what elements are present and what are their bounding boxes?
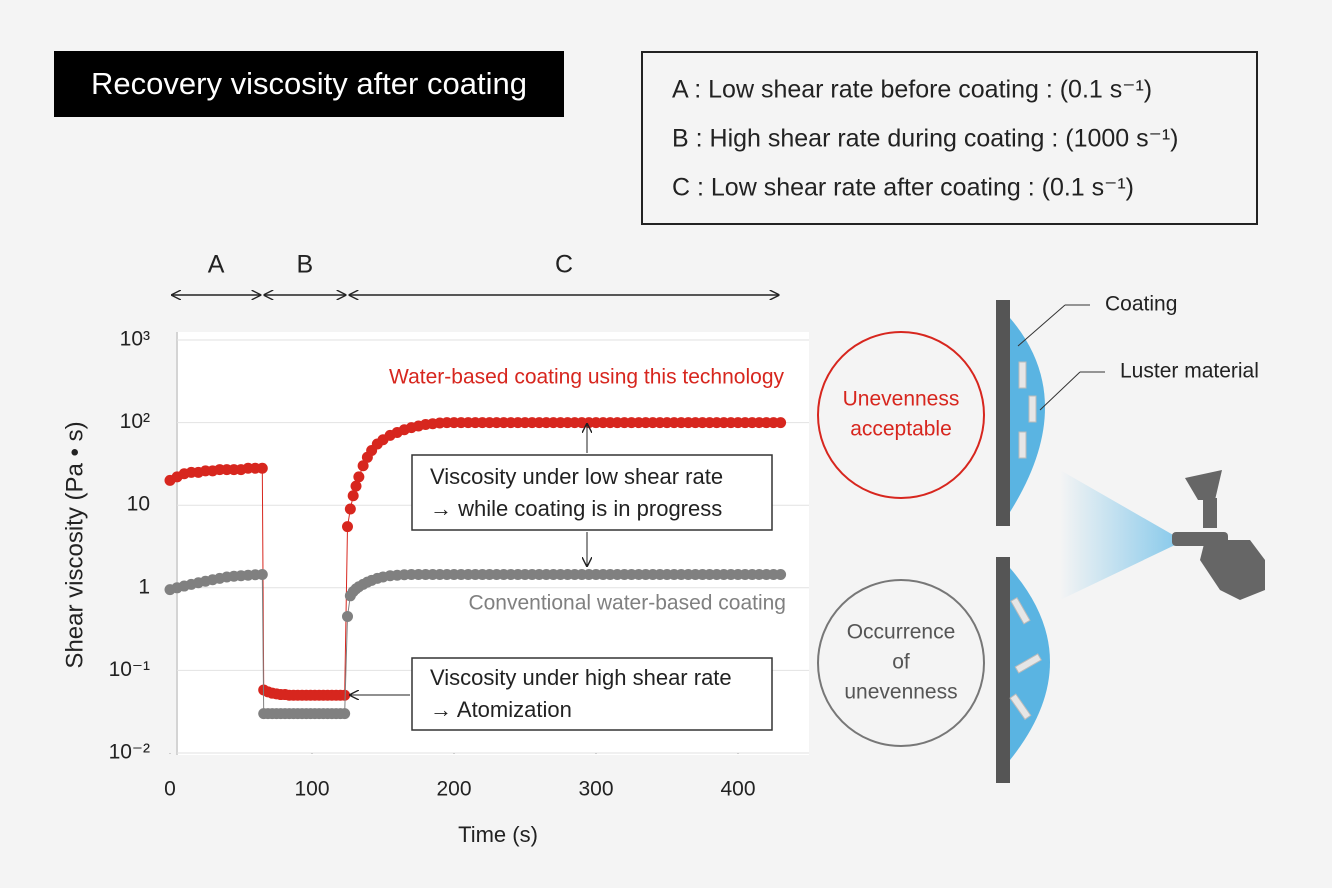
y-tick-label: 1 (138, 575, 150, 598)
x-tick-label: 400 (720, 778, 755, 801)
leader (1017, 304, 1066, 347)
bad-label: of (892, 651, 910, 674)
x-axis-label: Time (s) (458, 822, 538, 847)
chart-title: Recovery viscosity after coating (91, 66, 527, 101)
x-tick-label: 300 (578, 778, 613, 801)
data-point (256, 568, 268, 580)
x-tick-label: 200 (436, 778, 471, 801)
data-point (775, 417, 787, 429)
bad-label: unevenness (844, 681, 957, 704)
wall (996, 300, 1010, 526)
condition: C : Low shear rate after coating : (0.1 … (672, 174, 1134, 202)
phase-label: A (208, 251, 225, 279)
diagram-label: Coating (1105, 293, 1177, 316)
good-label: acceptable (850, 418, 952, 441)
leader (1039, 371, 1081, 411)
phase-label: B (297, 251, 314, 279)
spray-gun (1172, 470, 1265, 600)
y-tick-label: 10⁻² (109, 741, 150, 764)
wall (996, 557, 1010, 783)
coating-layer (1010, 318, 1045, 512)
data-point (344, 503, 356, 515)
annotation: → Atomization (430, 697, 572, 722)
x-tick-label: 0 (164, 778, 176, 801)
data-point (339, 708, 351, 720)
bad-label: Occurrence (847, 621, 956, 644)
series-label: Conventional water-based coating (468, 592, 786, 615)
data-point (342, 521, 353, 533)
good-label: Unevenness (843, 388, 960, 411)
data-point (256, 462, 268, 474)
y-tick-label: 10⁻¹ (109, 658, 150, 681)
data-point (775, 568, 787, 580)
data-point (353, 471, 365, 483)
bad-circle (817, 579, 985, 747)
diagram: Coating Luster material Unevenness accep… (817, 293, 1265, 783)
data-point (342, 610, 353, 622)
condition: B : High shear rate during coating : (10… (672, 125, 1179, 153)
condition: A : Low shear rate before coating : (0.1… (672, 76, 1152, 104)
data-point (357, 460, 369, 472)
data-point (347, 490, 359, 502)
y-tick-label: 10³ (120, 328, 150, 351)
data-point (350, 480, 362, 492)
title-box (54, 51, 564, 117)
y-tick-label: 10² (120, 410, 150, 433)
diagram-label: Luster material (1120, 360, 1259, 383)
annotation-box (411, 454, 773, 531)
annotation: → while coating is in progress (430, 496, 722, 521)
spray (1060, 470, 1175, 600)
phase-label: C (555, 251, 573, 279)
conditions-box (641, 51, 1258, 225)
annotation-box (411, 657, 773, 731)
luster-flakes (1009, 361, 1042, 721)
series-label: Water-based coating using this technolog… (389, 366, 784, 389)
x-tick-label: 100 (294, 778, 329, 801)
y-axis-label: Shear viscosity (Pa • s) (61, 421, 88, 668)
good-circle (817, 331, 985, 499)
annotation: Viscosity under high shear rate (430, 665, 732, 690)
data-point (339, 689, 351, 701)
y-tick-label: 10 (127, 493, 150, 516)
annotation: Viscosity under low shear rate (430, 464, 723, 489)
